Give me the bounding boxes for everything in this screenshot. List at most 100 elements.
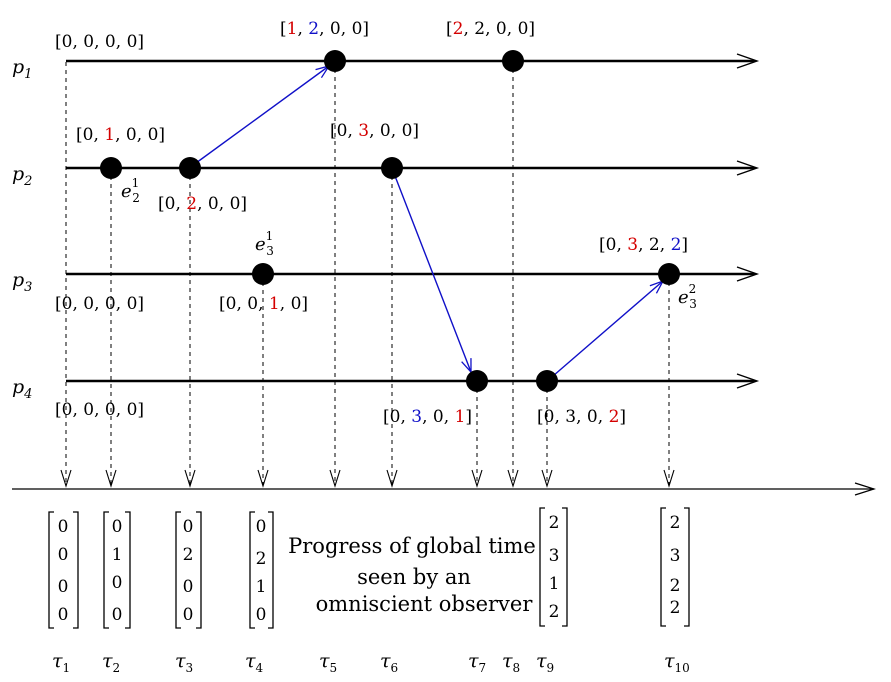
vector-entry: 1	[256, 577, 267, 597]
clock-separator: ,	[72, 294, 83, 314]
arrowhead	[541, 469, 553, 488]
clock-bracket: ]	[301, 294, 308, 314]
vector-entry: 3	[670, 546, 681, 566]
clock-p3-initial: [0, 0, 0, 0]	[55, 294, 144, 314]
projection-arrowheads	[60, 469, 675, 488]
vector-entry: 0	[183, 517, 194, 537]
clock-p4-initial: [0, 0, 0, 0]	[55, 400, 144, 420]
event-p2-send	[179, 157, 201, 179]
event-p1-local	[502, 50, 524, 72]
clock-entry: 0	[518, 19, 529, 39]
vector-entry: 1	[549, 574, 560, 594]
vector-entry: 0	[58, 517, 69, 537]
clock-separator: ,	[341, 19, 352, 39]
clock-entry: 1	[287, 19, 298, 39]
clock-entry: 0	[126, 125, 137, 145]
clock-separator: ,	[197, 194, 208, 214]
vector-entry: 2	[183, 545, 194, 565]
clock-separator: ,	[280, 294, 291, 314]
clock-separator: ,	[219, 194, 230, 214]
clock-bracket: [	[446, 19, 453, 39]
event-p4-receive	[466, 370, 488, 392]
arrowhead	[736, 53, 760, 69]
clock-separator: ,	[258, 294, 269, 314]
clock-entry: 0	[337, 121, 348, 141]
clock-p1-local: [2, 2, 0, 0]	[446, 19, 535, 39]
clock-separator: ,	[598, 407, 609, 427]
event-labels: e1 2 e1 3 e2 3	[121, 176, 697, 311]
clock-bracket: ]	[619, 407, 626, 427]
bracket-right	[196, 511, 202, 629]
clock-entry: 1	[455, 407, 466, 427]
clock-entry: 0	[230, 194, 241, 214]
clock-entry: 0	[105, 32, 116, 52]
vector-entry: 0	[112, 605, 123, 625]
clock-p4-send: [0, 3, 0, 2]	[537, 407, 626, 427]
tau-label: τ9	[536, 650, 554, 675]
clock-entry: 0	[433, 407, 444, 427]
tau-label: τ6	[380, 650, 398, 675]
clock-bracket: ]	[137, 32, 144, 52]
clock-entry: 0	[148, 125, 159, 145]
global-vector-4: 0 2 1 0	[249, 511, 274, 629]
clock-entry: 0	[390, 407, 401, 427]
clock-entry: 0	[83, 32, 94, 52]
clock-entry: 3	[627, 235, 638, 255]
bracket-left	[103, 511, 109, 629]
global-vector-5: 2 3 1 2	[539, 507, 568, 627]
clock-separator: ,	[72, 400, 83, 420]
bracket-left	[175, 511, 181, 629]
vector-entry: 2	[549, 602, 560, 622]
process-label-p1: p1	[12, 56, 32, 82]
bracket-left	[660, 507, 666, 627]
clock-separator: ,	[347, 121, 358, 141]
clock-entry: 3	[565, 407, 576, 427]
tau-labels: τ1 τ2 τ3 τ4 τ5 τ6 τ7 τ8 τ9 τ10	[52, 650, 690, 675]
bracket-left	[539, 507, 545, 627]
clock-entry: 2	[649, 235, 660, 255]
vector-entry: 2	[670, 513, 681, 533]
clock-separator: ,	[72, 32, 83, 52]
clock-entry: 2	[453, 19, 464, 39]
vector-entry: 1	[112, 545, 123, 565]
clock-separator: ,	[400, 407, 411, 427]
clock-entry: 2	[671, 235, 682, 255]
caption-line-3: omniscient observer	[316, 592, 534, 616]
process-timelines	[66, 59, 755, 383]
clock-entry: 0	[544, 407, 555, 427]
global-vector-3: 0 2 0 0	[175, 511, 202, 629]
clock-separator: ,	[116, 400, 127, 420]
clock-bracket: [	[330, 121, 337, 141]
clock-entry: 0	[127, 400, 138, 420]
event-label-e32: e2 3	[678, 282, 697, 311]
arrowhead	[736, 373, 760, 389]
tau-label: τ2	[102, 650, 120, 675]
arrowhead	[736, 160, 760, 176]
tau-label: τ8	[502, 650, 520, 675]
clock-bracket: ]	[240, 194, 247, 214]
clock-entry: 0	[587, 407, 598, 427]
clock-bracket: ]	[465, 407, 472, 427]
clock-entry: 0	[127, 294, 138, 314]
clock-entry: 0	[83, 125, 94, 145]
clock-bracket: [	[55, 400, 62, 420]
event-e21	[100, 157, 122, 179]
event-label-e31: e1 3	[255, 229, 274, 258]
messages	[195, 64, 665, 377]
clock-entry: 0	[83, 294, 94, 314]
clock-labels: [0, 0, 0, 0] [1, 2, 0, 0] [2, 2, 0, 0] […	[55, 19, 688, 427]
clock-entry: 0	[380, 121, 391, 141]
tau-label: τ5	[319, 650, 337, 675]
clock-entry: 3	[358, 121, 369, 141]
event-p4-send	[536, 370, 558, 392]
clock-bracket: [	[280, 19, 287, 39]
clock-entry: 0	[330, 19, 341, 39]
clock-separator: ,	[369, 121, 380, 141]
clock-entry: 0	[62, 400, 73, 420]
tau-label: τ3	[175, 650, 193, 675]
clock-separator: ,	[507, 19, 518, 39]
clock-separator: ,	[616, 235, 627, 255]
clock-bracket: [	[383, 407, 390, 427]
clock-bracket: [	[55, 294, 62, 314]
